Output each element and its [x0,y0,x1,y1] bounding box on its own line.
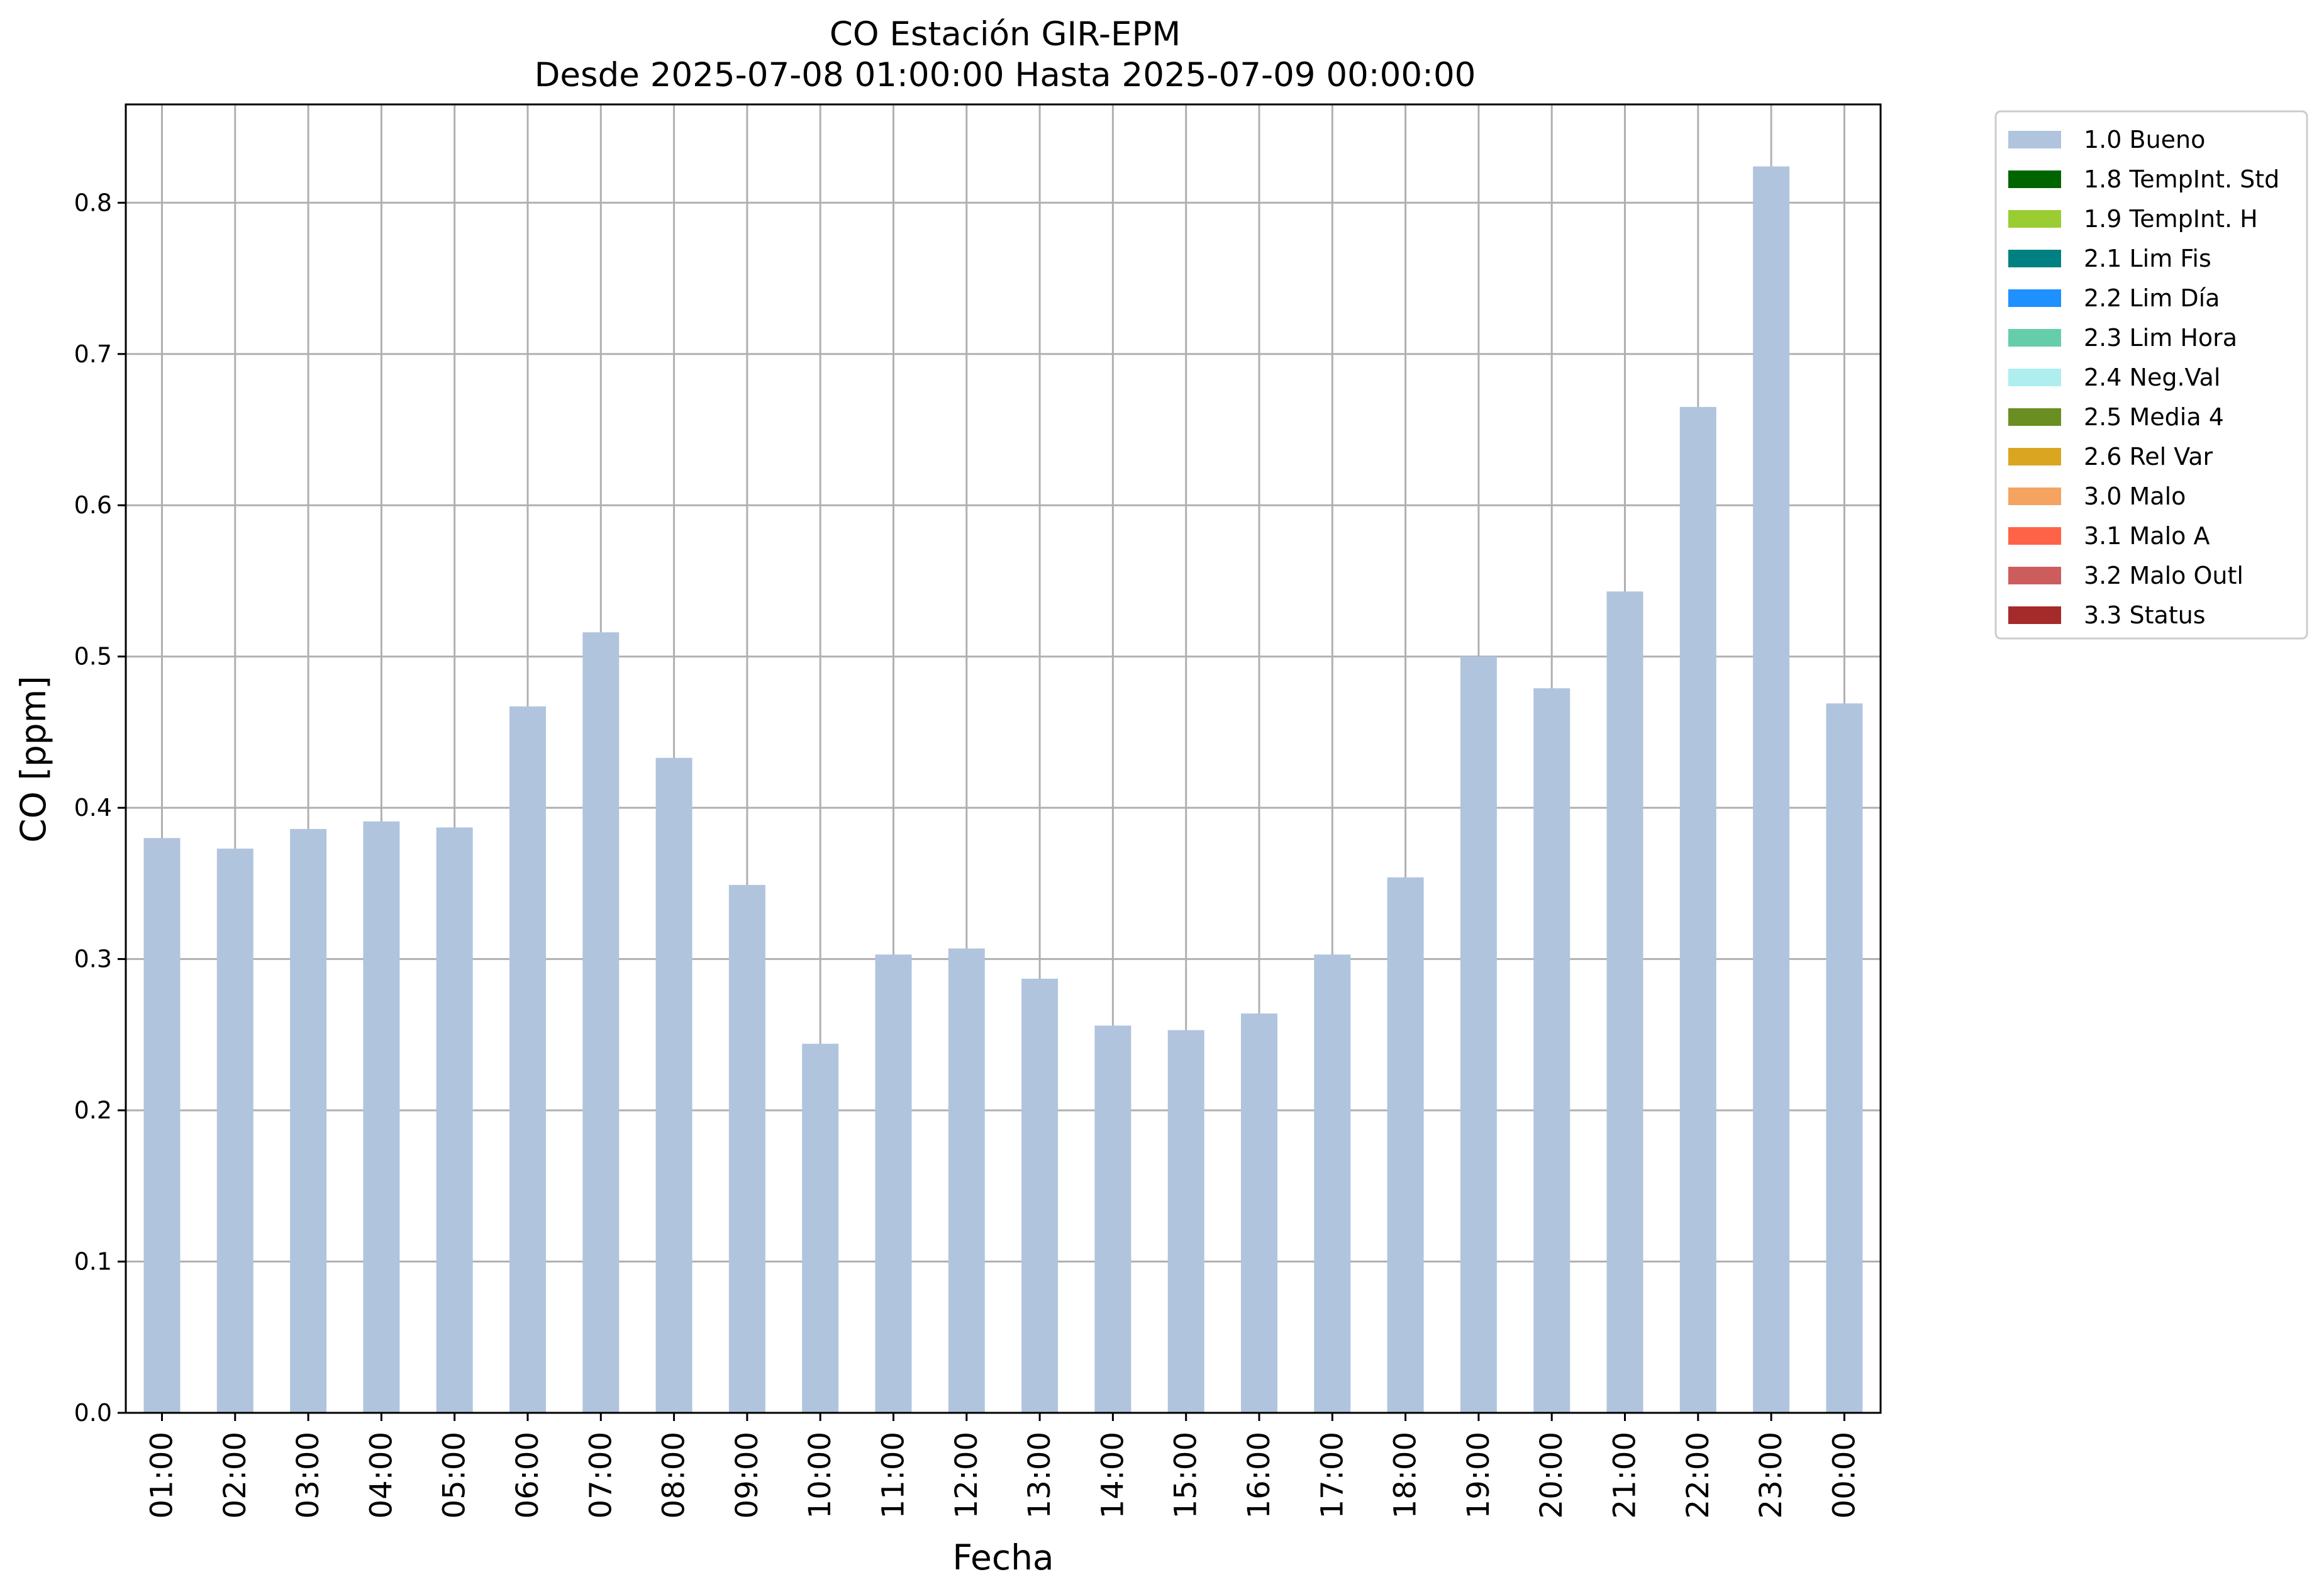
y-gridlines [126,201,1881,1414]
bar-21:00 [1606,591,1643,1413]
x-tick-label: 07:00 [583,1432,618,1519]
x-tick-label: 03:00 [291,1432,326,1519]
legend-swatch [2008,606,2061,624]
bar-07:00 [582,632,620,1413]
legend: 1.0 Bueno 1.8 TempInt. Std 1.9 TempInt. H 2… [1994,110,2308,640]
legend-swatch [2008,527,2061,545]
legend-box [1994,110,2308,640]
bar-17:00 [1314,954,1351,1413]
bar-01:00 [143,838,181,1413]
bar-10:00 [802,1044,839,1413]
legend-swatch [2008,329,2061,347]
legend-swatch [2008,369,2061,386]
x-tick-label: 08:00 [657,1432,692,1519]
plot-frame [125,103,1882,1414]
bar-19:00 [1460,656,1497,1413]
legend-swatch [2008,448,2061,465]
legend-swatch [2008,131,2061,148]
legend-items: 1.0 Bueno 1.8 TempInt. Std 1.9 TempInt. H 2… [2008,126,2279,629]
legend-label: 3.0 Malo [2084,482,2186,510]
legend-label: 3.1 Malo A [2084,522,2210,550]
y-axis-label: CO [ppm] [13,676,53,843]
legend-label: 2.1 Lim Fis [2084,245,2211,272]
bar-22:00 [1679,406,1716,1413]
chart-subtitle: Desde 2025-07-08 01:00:00 Hasta 2025-07-… [535,56,1476,94]
bar-20:00 [1533,688,1571,1413]
legend-label: 1.9 TempInt. H [2084,205,2258,233]
bar-05:00 [436,827,473,1413]
x-tick-label: 23:00 [1754,1432,1789,1519]
y-tick-label: 0.1 [74,1248,112,1276]
x-tick-label: 05:00 [437,1432,472,1519]
x-tick-label: 11:00 [876,1432,911,1519]
x-tick-label: 22:00 [1681,1432,1716,1519]
bar-14:00 [1094,1025,1131,1413]
x-tick-label: 17:00 [1315,1432,1350,1519]
bar-00:00 [1826,703,1863,1413]
x-tick-label: 04:00 [364,1432,399,1519]
bar-03:00 [290,828,327,1413]
x-tick-label: 00:00 [1826,1432,1862,1519]
bar-15:00 [1167,1030,1204,1413]
y-tick-label: 0.5 [74,643,112,671]
legend-swatch [2008,170,2061,188]
y-tick-label: 0.8 [74,189,112,216]
x-tick-label: 06:00 [510,1432,545,1519]
legend-swatch [2008,289,2061,307]
x-tick-label: 02:00 [218,1432,253,1519]
bar-09:00 [728,884,765,1413]
bar-04:00 [363,821,400,1413]
legend-label: 2.4 Neg.Val [2084,364,2220,391]
x-tick-label: 19:00 [1461,1432,1496,1519]
bar-23:00 [1753,166,1790,1413]
x-tick-label: 10:00 [803,1432,838,1519]
y-tick-label: 0.2 [74,1096,112,1124]
y-tick-label: 0.6 [74,491,112,519]
legend-swatch [2008,210,2061,228]
bar-02:00 [216,849,253,1413]
bar-08:00 [655,757,692,1413]
x-tick-label: 21:00 [1608,1432,1643,1519]
legend-label: 1.8 TempInt. Std [2084,165,2279,193]
x-tick-label: 18:00 [1388,1432,1423,1519]
x-tick-label: 13:00 [1022,1432,1057,1519]
legend-label: 3.2 Malo Outl [2084,562,2243,589]
legend-swatch [2008,488,2061,505]
x-tick-label: 09:00 [730,1432,765,1519]
legend-label: 1.0 Bueno [2084,126,2205,153]
x-tick-label: 15:00 [1169,1432,1204,1519]
bar-06:00 [509,706,546,1413]
legend-swatch [2008,250,2061,267]
bar-12:00 [948,948,985,1413]
y-tick-label: 0.3 [74,945,112,973]
bar-11:00 [875,954,912,1413]
legend-swatch [2008,567,2061,584]
x-tick-label: 01:00 [145,1432,180,1519]
x-tick-label: 12:00 [949,1432,984,1519]
x-axis-label: Fecha [952,1537,1054,1578]
legend-label: 3.3 Status [2084,601,2206,629]
y-tick-label: 0.0 [74,1399,112,1427]
legend-label: 2.6 Rel Var [2084,443,2213,471]
x-axis-ticks: 01:00 02:00 03:00 04:00 05:00 06:00 07:00 08:00… [145,1413,1862,1519]
x-tick-label: 14:00 [1095,1432,1130,1519]
bars [143,166,1863,1413]
y-tick-label: 0.7 [74,340,112,368]
bar-16:00 [1241,1013,1277,1413]
legend-label: 2.3 Lim Hora [2084,324,2237,352]
x-tick-label: 20:00 [1534,1432,1569,1519]
bar-18:00 [1387,877,1424,1413]
legend-label: 2.5 Media 4 [2084,403,2224,431]
x-tick-label: 16:00 [1242,1432,1277,1519]
legend-swatch [2008,408,2061,426]
bar-13:00 [1021,978,1059,1413]
chart-title: CO Estación GIR-EPM [830,15,1181,53]
y-axis-ticks: 0.0 0.1 0.2 0.3 0.4 0.5 0.6 0.7 0.8 [74,189,126,1427]
legend-label: 2.2 Lim Día [2084,284,2220,312]
y-tick-label: 0.4 [74,794,112,822]
